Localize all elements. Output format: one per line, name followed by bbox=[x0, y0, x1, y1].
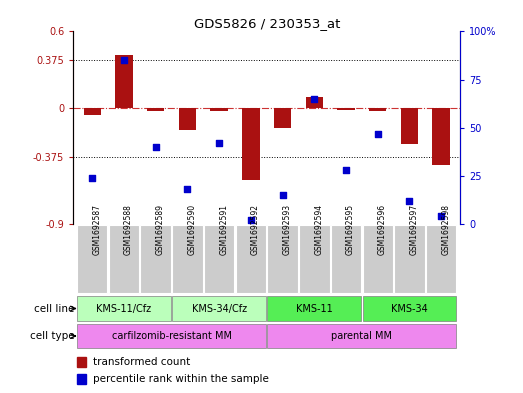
Point bbox=[152, 144, 160, 150]
FancyBboxPatch shape bbox=[77, 324, 266, 348]
Text: GSM1692590: GSM1692590 bbox=[187, 204, 197, 255]
Text: carfilzomib-resistant MM: carfilzomib-resistant MM bbox=[111, 331, 232, 341]
Bar bbox=[179, 108, 196, 130]
Point bbox=[120, 57, 128, 63]
FancyBboxPatch shape bbox=[109, 226, 139, 293]
FancyBboxPatch shape bbox=[141, 226, 171, 293]
FancyBboxPatch shape bbox=[172, 296, 266, 321]
FancyBboxPatch shape bbox=[394, 226, 425, 293]
Text: GSM1692589: GSM1692589 bbox=[156, 204, 165, 255]
Bar bbox=[305, 97, 323, 108]
FancyBboxPatch shape bbox=[77, 296, 171, 321]
Text: GSM1692596: GSM1692596 bbox=[378, 204, 387, 255]
FancyBboxPatch shape bbox=[362, 226, 393, 293]
FancyBboxPatch shape bbox=[267, 226, 298, 293]
Point bbox=[342, 167, 350, 173]
Point bbox=[183, 186, 191, 193]
FancyBboxPatch shape bbox=[236, 226, 266, 293]
Text: GSM1692597: GSM1692597 bbox=[410, 204, 418, 255]
Text: transformed count: transformed count bbox=[93, 357, 190, 367]
Bar bbox=[115, 55, 133, 108]
Bar bbox=[369, 108, 386, 111]
FancyBboxPatch shape bbox=[299, 226, 329, 293]
Text: GSM1692588: GSM1692588 bbox=[124, 204, 133, 255]
Bar bbox=[242, 108, 259, 180]
Bar bbox=[401, 108, 418, 144]
FancyBboxPatch shape bbox=[267, 324, 457, 348]
Text: cell type: cell type bbox=[29, 331, 74, 341]
Bar bbox=[77, 374, 86, 384]
Point bbox=[437, 213, 446, 219]
Bar bbox=[337, 108, 355, 110]
Text: GSM1692592: GSM1692592 bbox=[251, 204, 260, 255]
Bar bbox=[274, 108, 291, 128]
Point bbox=[373, 130, 382, 137]
FancyBboxPatch shape bbox=[362, 296, 457, 321]
Text: KMS-11: KMS-11 bbox=[296, 303, 333, 314]
Text: GSM1692591: GSM1692591 bbox=[219, 204, 228, 255]
Bar bbox=[77, 357, 86, 367]
Bar bbox=[147, 108, 164, 111]
FancyBboxPatch shape bbox=[331, 226, 361, 293]
Point bbox=[405, 198, 414, 204]
Point bbox=[278, 192, 287, 198]
Text: GSM1692593: GSM1692593 bbox=[282, 204, 292, 255]
Text: GSM1692598: GSM1692598 bbox=[441, 204, 450, 255]
Point bbox=[215, 140, 223, 146]
Text: KMS-34/Cfz: KMS-34/Cfz bbox=[191, 303, 247, 314]
Bar bbox=[210, 108, 228, 111]
Bar bbox=[433, 108, 450, 165]
Point bbox=[310, 95, 319, 102]
FancyBboxPatch shape bbox=[172, 226, 202, 293]
Text: parental MM: parental MM bbox=[332, 331, 392, 341]
Point bbox=[247, 217, 255, 223]
FancyBboxPatch shape bbox=[204, 226, 234, 293]
Point bbox=[88, 174, 96, 181]
Text: GSM1692595: GSM1692595 bbox=[346, 204, 355, 255]
Text: KMS-34: KMS-34 bbox=[391, 303, 428, 314]
Bar bbox=[84, 108, 101, 115]
FancyBboxPatch shape bbox=[77, 226, 108, 293]
Title: GDS5826 / 230353_at: GDS5826 / 230353_at bbox=[194, 17, 340, 30]
FancyBboxPatch shape bbox=[426, 226, 457, 293]
FancyBboxPatch shape bbox=[267, 296, 361, 321]
Text: KMS-11/Cfz: KMS-11/Cfz bbox=[96, 303, 152, 314]
Text: percentile rank within the sample: percentile rank within the sample bbox=[93, 374, 268, 384]
Text: GSM1692594: GSM1692594 bbox=[314, 204, 323, 255]
Text: cell line: cell line bbox=[34, 303, 74, 314]
Text: GSM1692587: GSM1692587 bbox=[92, 204, 101, 255]
